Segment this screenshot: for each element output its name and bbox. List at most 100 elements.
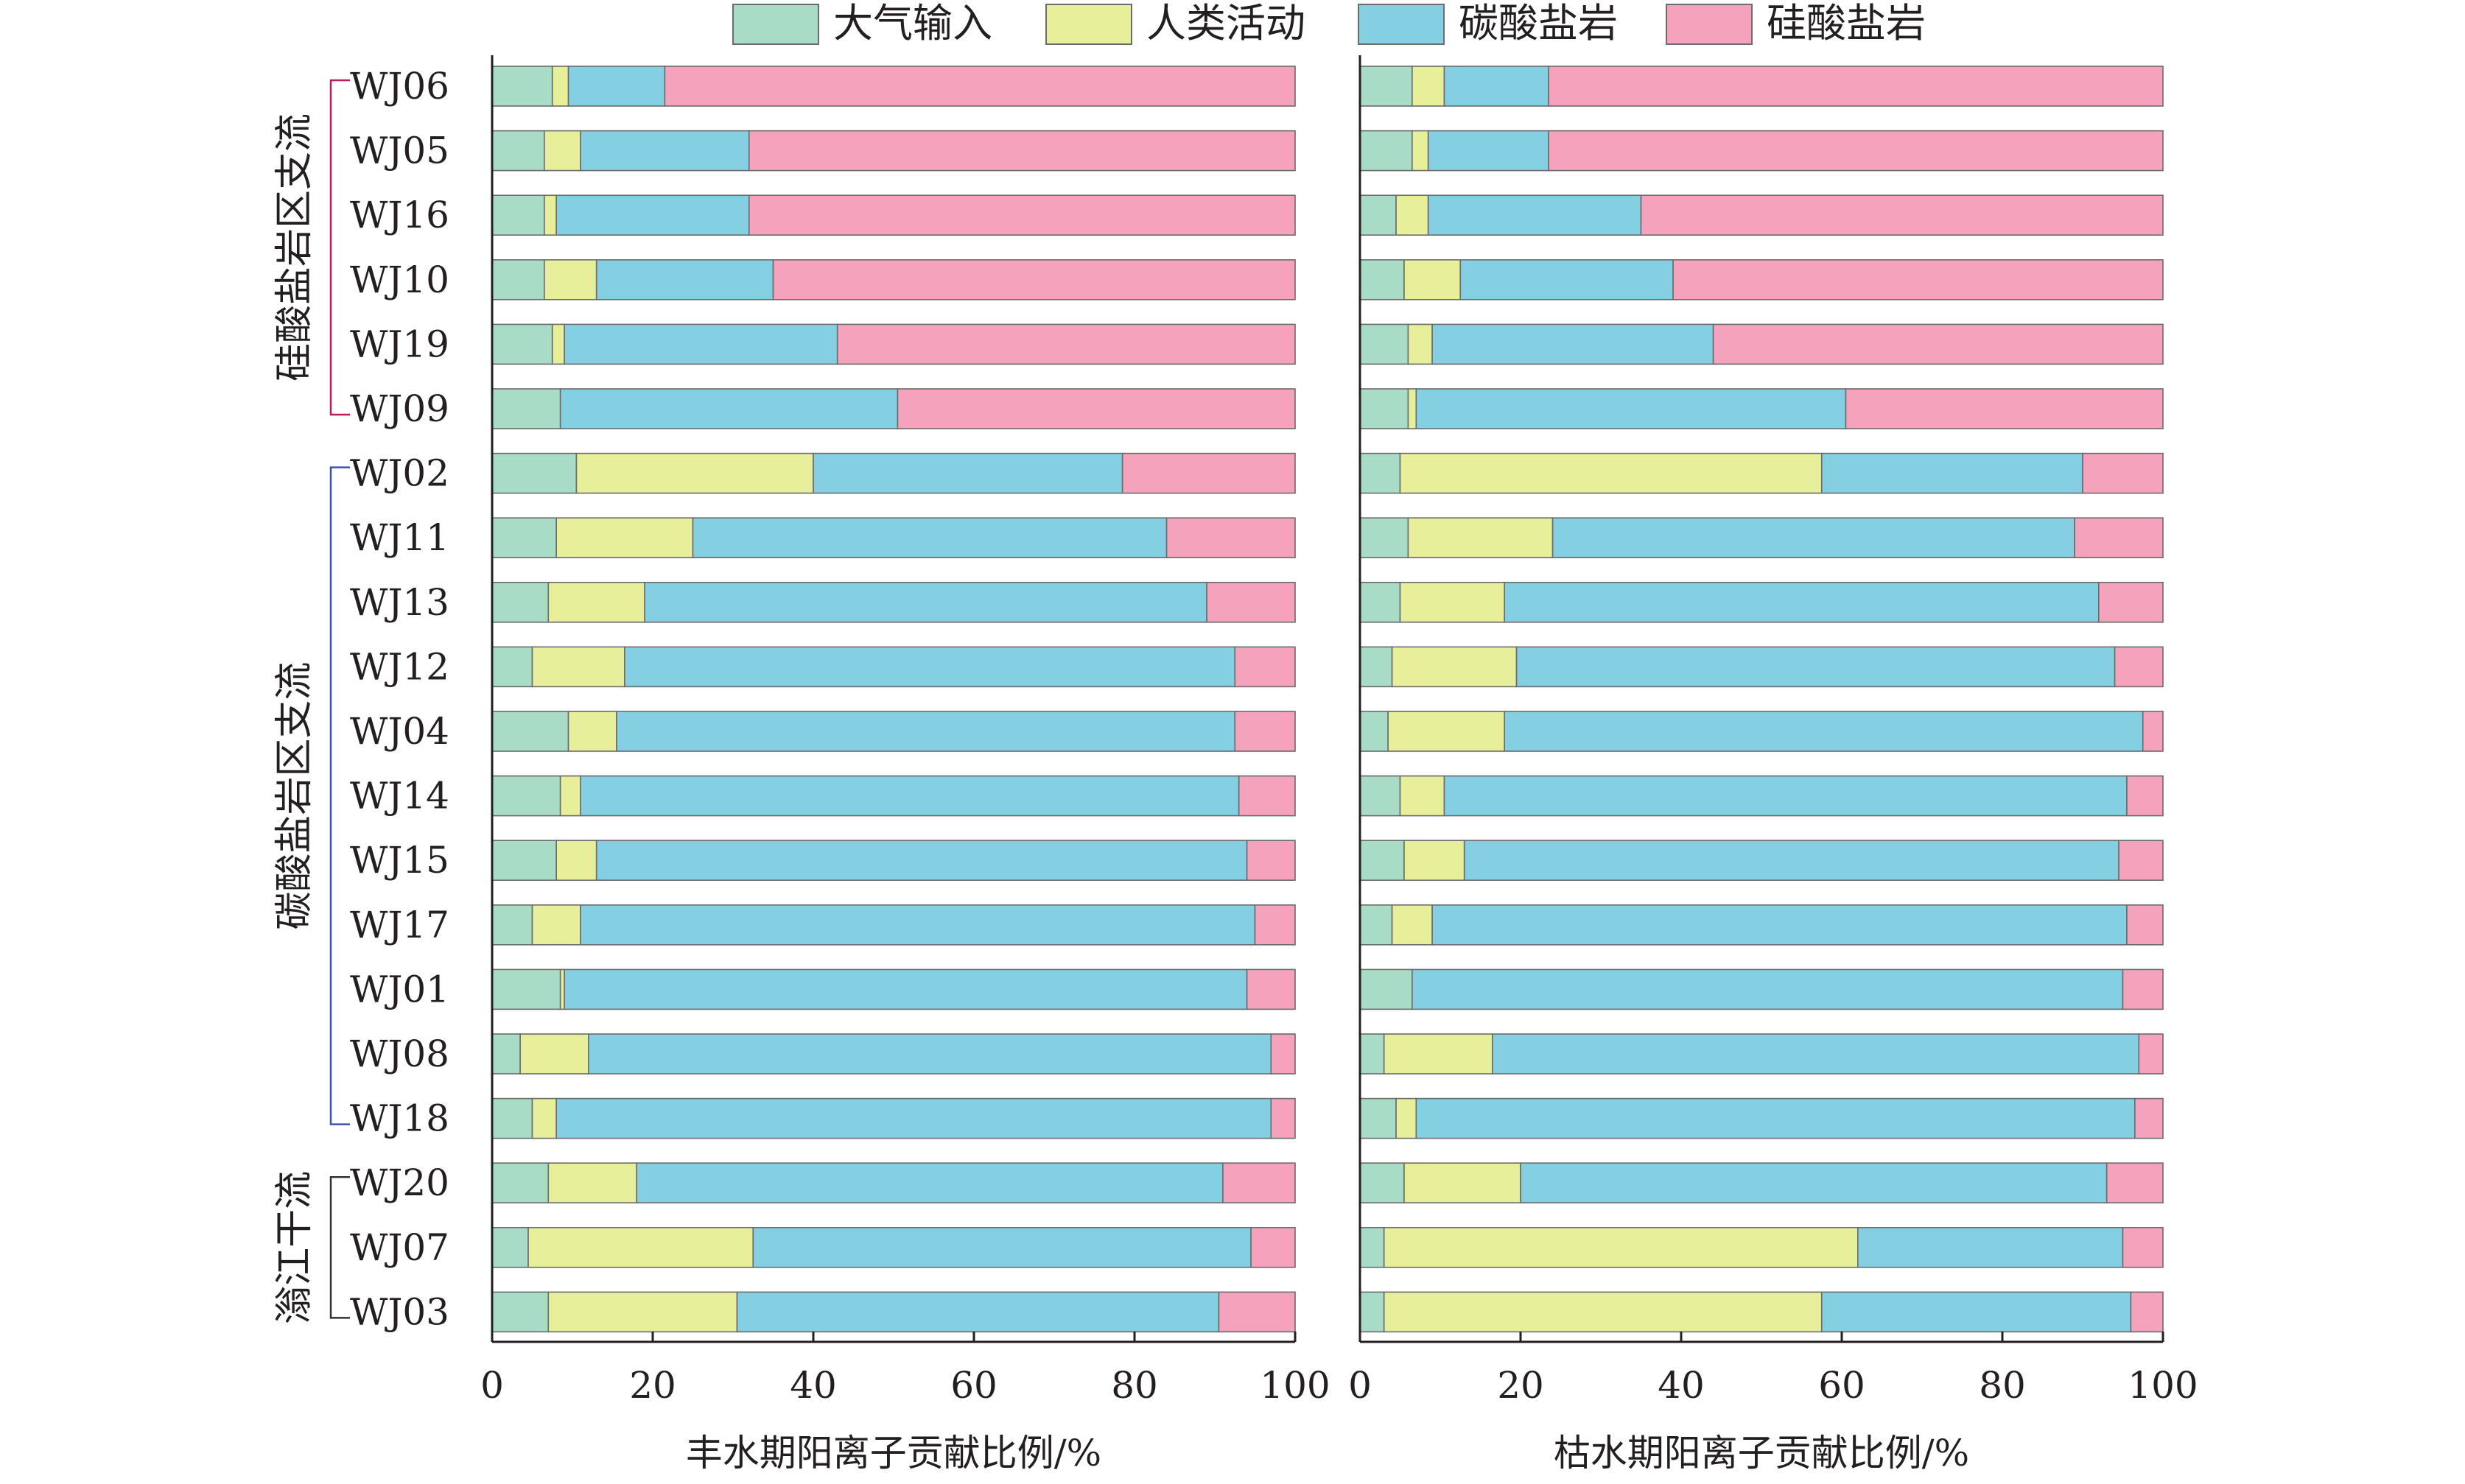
bar-p1-WJ02-s2 (575, 452, 814, 494)
row-label-WJ18: WJ18 (350, 1097, 449, 1140)
x-axis-title-1: 丰水期阳离子贡献比例/% (686, 1432, 1101, 1474)
row-label-WJ07: WJ07 (350, 1226, 449, 1269)
bar-p2-WJ08-s4 (2138, 1033, 2164, 1075)
bar-p1-WJ09-s3 (559, 388, 899, 429)
bar-p1-WJ15-s1 (491, 840, 557, 881)
bar-p2-WJ16-s4 (1640, 194, 2164, 236)
bar-p2-WJ10-s1 (1359, 259, 1405, 300)
legend-swatch-3 (1358, 4, 1445, 45)
bar-p2-WJ14-s2 (1399, 775, 1445, 817)
bar-p1-WJ15-s4 (1246, 840, 1296, 881)
row-label-WJ14: WJ14 (350, 775, 449, 817)
bar-p2-WJ05-s2 (1412, 130, 1429, 172)
bar-p1-WJ11-s1 (491, 517, 557, 559)
group-label-3: 滃江干流 (273, 1171, 317, 1324)
bar-p1-WJ09-s1 (491, 388, 561, 429)
bar-p1-WJ16-s1 (491, 194, 545, 236)
bar-p2-WJ02-s2 (1399, 452, 1823, 494)
legend-label-2: 人类活动 (1146, 0, 1305, 46)
bar-p1-WJ14-s2 (559, 775, 581, 817)
legend-swatch-4 (1666, 4, 1753, 45)
row-label-WJ01: WJ01 (350, 968, 449, 1010)
bar-p2-WJ15-s1 (1359, 840, 1405, 881)
bar-p2-WJ13-s3 (1504, 581, 2100, 623)
bar-p1-WJ18-s1 (491, 1097, 533, 1139)
row-labels: WJ06 WJ05 WJ16 WJ10 WJ19 WJ09 WJ02 WJ11 WJ13 WJ12… (350, 65, 449, 1333)
bar-p1-WJ03-s2 (547, 1291, 738, 1333)
bar-p1-WJ12-s4 (1234, 646, 1296, 688)
bar-p2-WJ07-s3 (1857, 1227, 2124, 1268)
x-tick-label-2-5: 80 (1979, 1364, 2026, 1407)
bar-p2-WJ09-s2 (1407, 388, 1417, 429)
bar-p1-WJ20-s4 (1222, 1162, 1296, 1203)
bar-p2-WJ20-s2 (1403, 1162, 1521, 1203)
bar-p1-WJ15-s2 (555, 840, 597, 881)
bar-p2-WJ05-s4 (1548, 130, 2164, 172)
bar-p2-WJ17-s1 (1359, 904, 1393, 946)
bar-p1-WJ02-s1 (491, 452, 578, 494)
bar-p1-WJ18-s3 (555, 1097, 1272, 1139)
bar-p1-WJ01-s2 (559, 968, 565, 1010)
bar-p1-WJ20-s2 (547, 1162, 637, 1203)
legend-label-1: 大气输入 (833, 0, 992, 46)
group-bracket-1 (329, 79, 350, 416)
bar-p2-WJ03-s3 (1820, 1291, 2132, 1333)
bar-p1-WJ13-s2 (547, 581, 645, 623)
bar-p1-WJ19-s2 (551, 323, 565, 365)
bar-p1-WJ07-s3 (752, 1227, 1252, 1268)
row-label-WJ04: WJ04 (350, 710, 449, 753)
bar-p2-WJ18-s2 (1395, 1097, 1417, 1139)
bar-p2-WJ19-s3 (1431, 323, 1714, 365)
bar-p1-WJ06-s2 (551, 66, 569, 107)
bar-p2-WJ06-s2 (1412, 66, 1445, 107)
x-tick-label-1-2: 20 (629, 1364, 676, 1407)
bar-p1-WJ03-s4 (1218, 1291, 1296, 1333)
x-tick-label-2-3: 40 (1658, 1364, 1705, 1407)
bar-p1-WJ12-s1 (491, 646, 533, 688)
bar-p1-WJ07-s2 (527, 1227, 754, 1268)
bar-p2-WJ06-s3 (1443, 66, 1549, 107)
bar-p2-WJ18-s1 (1359, 1097, 1397, 1139)
bar-p1-WJ02-s4 (1121, 452, 1296, 494)
row-label-WJ17: WJ17 (350, 904, 449, 946)
x-tick-label-1-1: 0 (480, 1364, 504, 1407)
bar-p1-WJ17-s4 (1254, 904, 1296, 946)
bar-p2-WJ11-s2 (1407, 517, 1554, 559)
bar-p1-WJ01-s1 (491, 968, 561, 1010)
bar-p2-WJ20-s4 (2105, 1162, 2164, 1203)
bar-p1-WJ14-s4 (1238, 775, 1296, 817)
bar-p1-WJ18-s2 (531, 1097, 558, 1139)
bar-p2-WJ13-s2 (1399, 581, 1505, 623)
bar-p1-WJ03-s3 (736, 1291, 1220, 1333)
bar-p2-WJ18-s3 (1415, 1097, 2136, 1139)
bar-p1-WJ14-s3 (580, 775, 1240, 817)
bar-p2-WJ12-s1 (1359, 646, 1393, 688)
bar-p2-WJ04-s4 (2142, 711, 2164, 752)
bar-p2-WJ14-s4 (2126, 775, 2164, 817)
bar-p1-WJ05-s3 (580, 130, 750, 172)
bar-p2-WJ04-s1 (1359, 711, 1389, 752)
bar-p1-WJ16-s4 (748, 194, 1296, 236)
bar-p2-WJ19-s2 (1407, 323, 1433, 365)
bar-p1-WJ08-s4 (1270, 1033, 1296, 1075)
panel-wet-season: 0 20 40 60 80 100 丰水期阳离子贡献比例/% (480, 55, 1330, 1474)
bar-p1-WJ08-s1 (491, 1033, 521, 1075)
x-tick-label-1-3: 40 (790, 1364, 837, 1407)
bar-p1-WJ04-s4 (1234, 711, 1296, 752)
row-label-WJ12: WJ12 (350, 645, 449, 688)
bar-p1-WJ14-s1 (491, 775, 561, 817)
bar-p1-WJ07-s4 (1250, 1227, 1296, 1268)
bar-p2-WJ15-s4 (2118, 840, 2164, 881)
bar-p2-WJ09-s1 (1359, 388, 1409, 429)
bar-p1-WJ13-s3 (644, 581, 1207, 623)
bar-p1-WJ16-s3 (555, 194, 750, 236)
bar-p2-WJ03-s2 (1383, 1291, 1823, 1333)
row-label-WJ05: WJ05 (350, 130, 449, 172)
bar-p1-WJ20-s3 (636, 1162, 1224, 1203)
bar-p2-WJ06-s1 (1359, 66, 1413, 107)
group-label-1: 硅酸盐岩区支流 (273, 113, 317, 381)
bar-p2-WJ04-s3 (1504, 711, 2144, 752)
bar-p1-WJ05-s1 (491, 130, 545, 172)
bar-p2-WJ02-s4 (2082, 452, 2164, 494)
bar-p1-WJ11-s3 (692, 517, 1168, 559)
